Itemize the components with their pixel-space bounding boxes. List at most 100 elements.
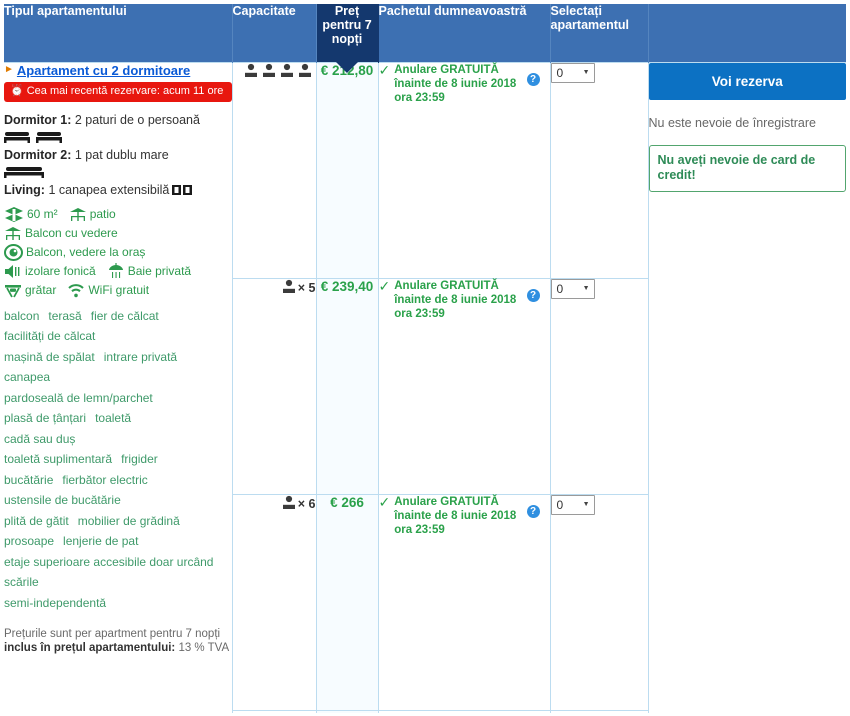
amenity-item: facilități de călcat bbox=[4, 329, 96, 343]
question-mark-icon[interactable]: ? bbox=[526, 288, 540, 302]
amenity-row: mașină de spălat intrare privată bbox=[4, 347, 232, 368]
facility-balcony-label: Balcon cu vedere bbox=[25, 225, 118, 240]
bedroom-2-line: Dormitor 2: 1 pat dublu mare bbox=[4, 147, 232, 163]
amenity-item: mobilier de grădină bbox=[77, 513, 180, 528]
quantity-select[interactable]: 0 ▼ bbox=[550, 62, 595, 83]
package-cell: ✓ Anulare GRATUITĂ înainte de 8 iunie 20… bbox=[378, 277, 551, 495]
amenity-item: ustensile de bucătărie bbox=[4, 493, 121, 507]
price-note-line2: inclus în prețul apartamentului: 13 % TV… bbox=[4, 641, 232, 655]
price-note-tail: 13 % TVA bbox=[175, 642, 230, 654]
facility-line-5: grătar WiFi gratuit bbox=[4, 281, 232, 300]
capacity-cell: × 6 bbox=[232, 493, 317, 711]
size-icon bbox=[5, 206, 23, 222]
facility-private-bathroom-label: Baie privată bbox=[127, 263, 192, 278]
no-registration-note: Nu este nevoie de înregistrare bbox=[648, 115, 816, 130]
room-title-row: ► Apartament cu 2 dormitoare bbox=[4, 63, 232, 78]
facility-soundproof: izolare fonică bbox=[4, 262, 96, 281]
quantity-select-value: 0 bbox=[556, 65, 564, 80]
column-header-price-label: Preț pentru 7 nopți bbox=[322, 4, 372, 46]
capacity-multiplier: × 6 bbox=[297, 496, 316, 511]
column-header-price: Preț pentru 7 nopți bbox=[315, 4, 379, 73]
bedroom-2-icons bbox=[4, 164, 232, 178]
amenity-item: plită de gătit bbox=[4, 513, 69, 528]
question-mark-icon[interactable]: ? bbox=[526, 504, 540, 518]
amenity-item: etaje superioare accesibile doar urcând … bbox=[4, 554, 214, 590]
facility-wifi-label: WiFi gratuit bbox=[88, 282, 150, 297]
recent-booking-text: Cea mai recentă rezervare: acum 11 ore bbox=[26, 84, 224, 97]
room-description-cell: ► Apartament cu 2 dormitoare ⏰ Cea mai re… bbox=[4, 61, 233, 713]
amenity-item: lenjerie de pat bbox=[63, 534, 139, 548]
chevron-down-icon: ▼ bbox=[582, 501, 590, 509]
package-line-2: înainte de 8 iunie 2018 bbox=[394, 293, 517, 306]
package-line-1: Anulare GRATUITĂ bbox=[394, 63, 499, 76]
facility-soundproof-label: izolare fonică bbox=[25, 263, 96, 278]
amenity-item: cadă sau duș bbox=[4, 431, 76, 446]
room-availability-table: Tipul apartamentului Capacitate Preț pen… bbox=[4, 4, 846, 713]
room-type-link[interactable]: Apartament cu 2 dormitoare bbox=[16, 62, 191, 78]
amenity-row: prosoape lenjerie de pat bbox=[4, 531, 232, 552]
quantity-select[interactable]: 0 ▼ bbox=[550, 278, 595, 299]
quantity-select-value: 0 bbox=[556, 497, 564, 512]
package-line-2: înainte de 8 iunie 2018 bbox=[394, 509, 517, 522]
double-bed-icon bbox=[4, 166, 44, 178]
amenity-item: fier de călcat bbox=[90, 308, 159, 323]
filler-capacity-cell bbox=[232, 709, 317, 713]
amenity-item: semi-independentă bbox=[4, 595, 107, 610]
check-icon: ✓ bbox=[378, 61, 391, 78]
package-line-1: Anulare GRATUITĂ bbox=[394, 495, 499, 508]
amenity-item: balcon bbox=[4, 308, 40, 323]
facility-city-view: Balcon, vedere la oraș bbox=[4, 243, 145, 262]
bedroom-2-label: Dormitor 2: bbox=[4, 147, 72, 162]
price-note-line1: Prețurile sunt per apartment pentru 7 no… bbox=[4, 628, 221, 640]
patio-icon bbox=[69, 208, 86, 221]
filler-row bbox=[4, 709, 846, 713]
single-bed-icon bbox=[36, 131, 63, 143]
package-text: Anulare GRATUITĂ înainte de 8 iunie 2018… bbox=[394, 63, 516, 105]
package-line-3: ora 23:59 bbox=[394, 91, 445, 104]
question-mark-icon[interactable]: ? bbox=[526, 72, 540, 86]
eye-icon bbox=[4, 243, 23, 261]
amenity-item: bucătărie bbox=[4, 472, 54, 487]
facility-size-label: 60 m² bbox=[27, 206, 58, 221]
bedroom-1-label: Dormitor 1: bbox=[4, 112, 72, 127]
availability-row: × 6 € 266 ✓ Anulare GRATUITĂ înainte de … bbox=[4, 493, 846, 711]
amenity-row: facilități de călcat bbox=[4, 326, 232, 347]
column-header-package: Pachetul dumneavoastră bbox=[378, 4, 551, 62]
facilities-icon-list: 60 m² patio Balcon cu vedere bbox=[4, 205, 232, 300]
living-room-label: Living: bbox=[4, 182, 45, 197]
group-4-persons-icon bbox=[244, 63, 316, 79]
amenity-row: balcon terasă fier de călcat bbox=[4, 306, 232, 327]
alarm-clock-icon: ⏰ bbox=[10, 84, 24, 97]
amenity-item: pardoseală de lemn/parchet bbox=[4, 390, 153, 405]
capacity-cell: × 5 bbox=[232, 277, 317, 495]
amenity-item: toaletă bbox=[95, 411, 132, 425]
capacity-cell bbox=[232, 61, 317, 279]
chevron-down-icon: ▼ bbox=[582, 69, 590, 76]
quantity-select[interactable]: 0 ▼ bbox=[550, 494, 595, 515]
shower-icon bbox=[108, 263, 123, 278]
quantity-select-value: 0 bbox=[556, 281, 564, 296]
column-header-type: Tipul apartamentului bbox=[4, 4, 233, 62]
wifi-icon bbox=[68, 283, 85, 297]
amenity-item: prosoape bbox=[4, 534, 55, 548]
amenity-item: toaletă suplimentară bbox=[4, 452, 113, 466]
person-icon bbox=[282, 495, 296, 511]
facility-patio: patio bbox=[69, 205, 116, 224]
filler-select-cell bbox=[550, 709, 649, 713]
living-room-line: Living: 1 canapea extensibilă bbox=[4, 182, 232, 198]
amenity-item: terasă bbox=[48, 308, 82, 323]
package-inner: ✓ Anulare GRATUITĂ înainte de 8 iunie 20… bbox=[379, 279, 550, 321]
amenity-row: cadă sau duș bbox=[4, 429, 232, 450]
price-cell: € 239,40 bbox=[316, 277, 379, 495]
facility-line-2: Balcon cu vedere bbox=[4, 224, 232, 243]
amenity-item: mașină de spălat bbox=[4, 349, 95, 364]
select-apartment-cell: 0 ▼ bbox=[550, 277, 649, 495]
single-bed-icon bbox=[4, 131, 30, 143]
package-line-3: ora 23:59 bbox=[394, 307, 445, 320]
package-cell: ✓ Anulare GRATUITĂ înainte de 8 iunie 20… bbox=[378, 61, 551, 279]
reserve-button[interactable]: Voi rezerva bbox=[648, 62, 846, 100]
facility-bbq: grătar bbox=[4, 281, 56, 300]
person-icon bbox=[282, 279, 296, 295]
chevron-down-icon: ▼ bbox=[582, 285, 590, 293]
